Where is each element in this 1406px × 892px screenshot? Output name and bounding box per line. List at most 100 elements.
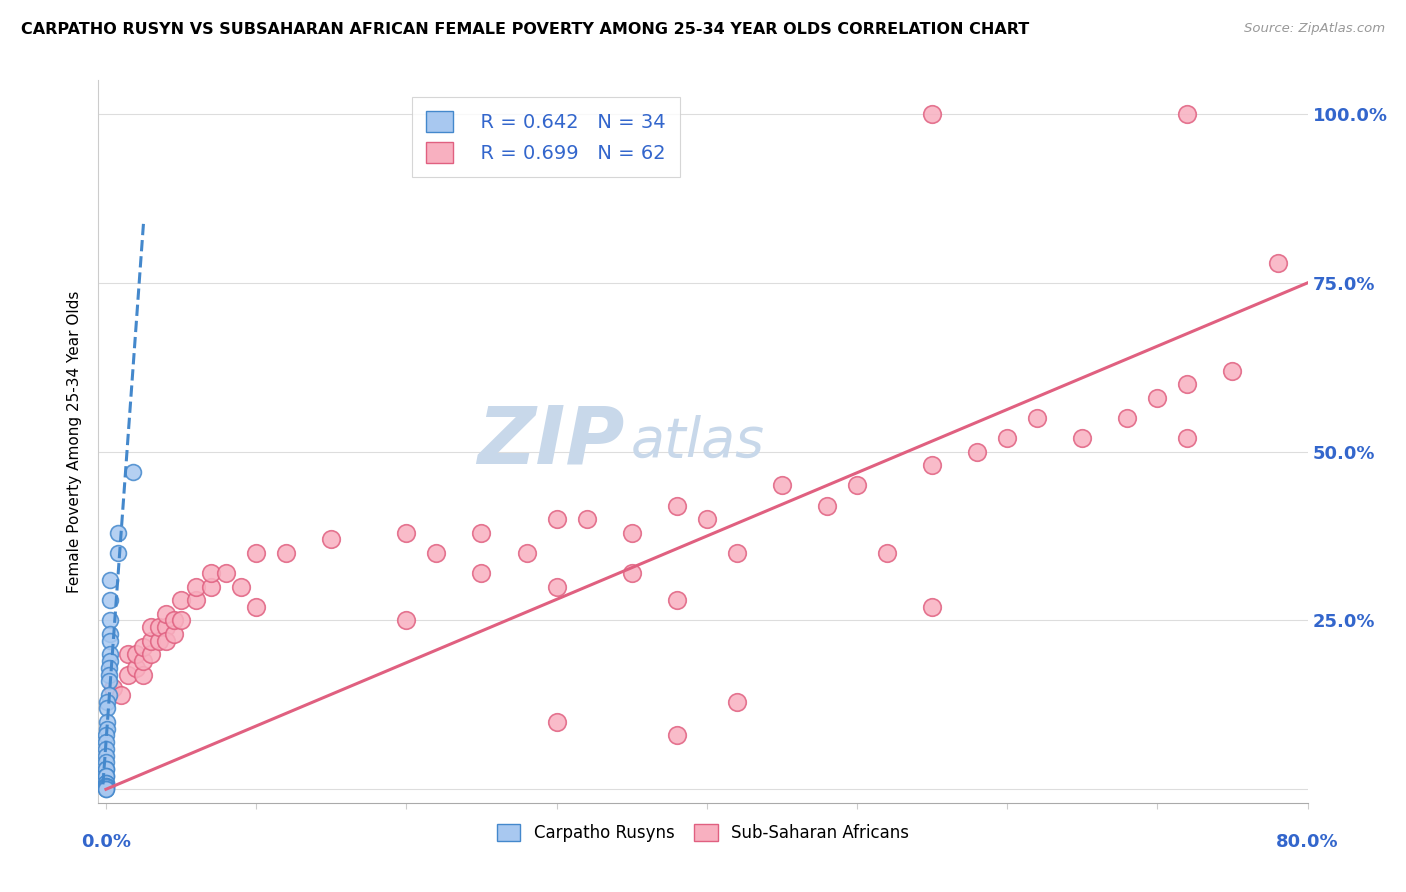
Point — [132, 640, 155, 655]
Point — [94, 748, 117, 763]
Point — [100, 633, 122, 648]
Point — [815, 499, 838, 513]
Point — [139, 633, 162, 648]
Point — [94, 779, 117, 793]
Point — [139, 647, 162, 661]
Point — [546, 512, 568, 526]
Point — [200, 566, 222, 581]
Point — [876, 546, 898, 560]
Point — [725, 546, 748, 560]
Point — [215, 566, 238, 581]
Point — [94, 779, 117, 793]
Point — [245, 599, 267, 614]
Point — [155, 633, 177, 648]
Point — [97, 688, 120, 702]
Point — [170, 593, 193, 607]
Point — [155, 620, 177, 634]
Point — [770, 478, 793, 492]
Point — [665, 593, 688, 607]
Point — [110, 688, 132, 702]
Point — [921, 107, 943, 121]
Point — [229, 580, 252, 594]
Point — [184, 593, 207, 607]
Point — [94, 762, 117, 776]
Point — [125, 647, 148, 661]
Point — [546, 714, 568, 729]
Point — [107, 546, 129, 560]
Text: CARPATHO RUSYN VS SUBSAHARAN AFRICAN FEMALE POVERTY AMONG 25-34 YEAR OLDS CORREL: CARPATHO RUSYN VS SUBSAHARAN AFRICAN FEM… — [21, 22, 1029, 37]
Point — [162, 614, 184, 628]
Point — [665, 728, 688, 742]
Point — [921, 599, 943, 614]
Point — [94, 775, 117, 789]
Point — [100, 614, 122, 628]
Point — [1146, 391, 1168, 405]
Point — [846, 478, 869, 492]
Point — [94, 775, 117, 789]
Point — [100, 647, 122, 661]
Point — [148, 633, 170, 648]
Point — [995, 431, 1018, 445]
Point — [184, 580, 207, 594]
Point — [966, 444, 988, 458]
Point — [1222, 364, 1244, 378]
Point — [122, 465, 145, 479]
Point — [97, 667, 120, 681]
Point — [1026, 411, 1049, 425]
Point — [125, 661, 148, 675]
Point — [170, 614, 193, 628]
Point — [725, 694, 748, 708]
Point — [96, 722, 118, 736]
Point — [107, 525, 129, 540]
Point — [117, 647, 139, 661]
Point — [1177, 107, 1199, 121]
Point — [94, 782, 117, 797]
Y-axis label: Female Poverty Among 25-34 Year Olds: Female Poverty Among 25-34 Year Olds — [67, 291, 83, 592]
Point — [665, 499, 688, 513]
Point — [515, 546, 537, 560]
Point — [1177, 431, 1199, 445]
Point — [132, 654, 155, 668]
Point — [470, 525, 492, 540]
Point — [94, 769, 117, 783]
Point — [94, 741, 117, 756]
Point — [103, 681, 125, 695]
Point — [546, 580, 568, 594]
Point — [94, 769, 117, 783]
Point — [117, 667, 139, 681]
Point — [1071, 431, 1094, 445]
Point — [100, 593, 122, 607]
Point — [575, 512, 598, 526]
Point — [162, 627, 184, 641]
Point — [321, 533, 343, 547]
Point — [276, 546, 298, 560]
Point — [470, 566, 492, 581]
Point — [97, 661, 120, 675]
Point — [395, 614, 418, 628]
Point — [100, 654, 122, 668]
Point — [94, 780, 117, 795]
Point — [100, 627, 122, 641]
Text: 80.0%: 80.0% — [1277, 833, 1339, 851]
Point — [96, 714, 118, 729]
Point — [620, 525, 643, 540]
Point — [696, 512, 718, 526]
Point — [94, 762, 117, 776]
Point — [620, 566, 643, 581]
Point — [1267, 255, 1289, 269]
Text: ZIP: ZIP — [477, 402, 624, 481]
Point — [96, 701, 118, 715]
Text: atlas: atlas — [630, 415, 765, 468]
Point — [155, 607, 177, 621]
Point — [94, 735, 117, 749]
Point — [425, 546, 447, 560]
Point — [395, 525, 418, 540]
Point — [94, 728, 117, 742]
Point — [132, 667, 155, 681]
Point — [921, 458, 943, 472]
Point — [139, 620, 162, 634]
Point — [1177, 377, 1199, 392]
Text: Source: ZipAtlas.com: Source: ZipAtlas.com — [1244, 22, 1385, 36]
Point — [94, 781, 117, 796]
Legend: Carpatho Rusyns, Sub-Saharan Africans: Carpatho Rusyns, Sub-Saharan Africans — [491, 817, 915, 848]
